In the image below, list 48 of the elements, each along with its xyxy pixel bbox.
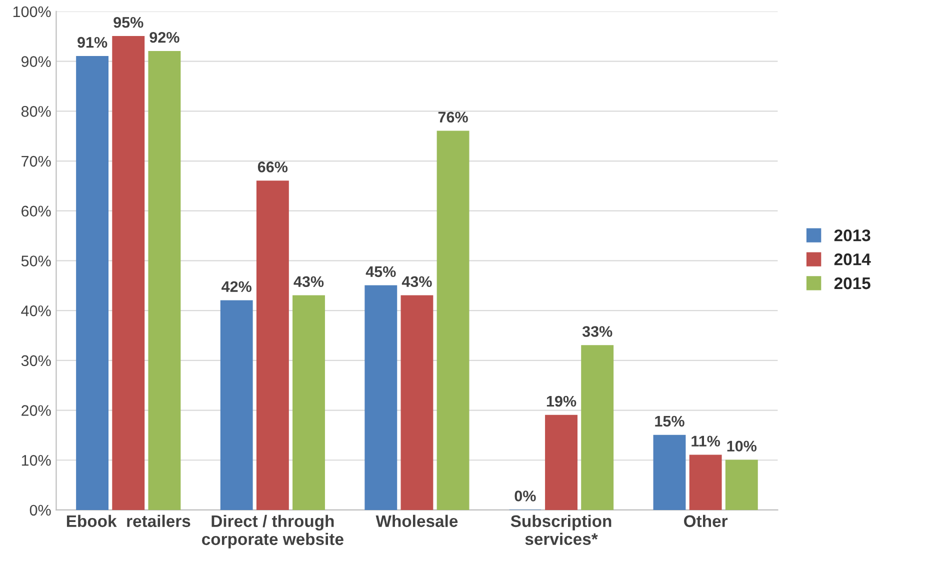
y-tick-label: 50%	[21, 256, 51, 266]
data-label: 0%	[514, 490, 536, 502]
bar	[148, 50, 181, 510]
y-tick-label: 90%	[22, 56, 51, 67]
bar	[220, 300, 253, 510]
y-tick-label: 0%	[30, 504, 51, 516]
x-tick-label: Other	[684, 514, 728, 528]
data-label: 43%	[294, 276, 324, 288]
data-label: 19%	[546, 396, 576, 407]
bar	[725, 460, 758, 510]
data-label: 42%	[222, 281, 252, 292]
y-tick-label: 30%	[21, 355, 51, 366]
data-label: 11%	[692, 436, 720, 447]
bar	[76, 56, 109, 510]
x-tick-label: Direct / through corporate website	[202, 514, 344, 548]
bar	[436, 130, 470, 510]
bar	[364, 285, 398, 510]
y-tick-label: 20%	[22, 405, 51, 416]
data-label: 91%	[78, 36, 108, 48]
y-tick-label: 40%	[21, 305, 51, 316]
data-label: 33%	[582, 326, 612, 337]
data-label: 66%	[258, 162, 288, 172]
legend-label: 2014	[834, 253, 871, 266]
bar	[689, 454, 722, 510]
x-tick-label: Ebook retailers	[66, 514, 190, 528]
data-label: 45%	[366, 266, 396, 278]
bar	[112, 36, 145, 510]
x-tick-label: Wholesale	[376, 514, 458, 528]
data-label: 10%	[727, 440, 757, 452]
bar	[400, 295, 434, 510]
data-label: 92%	[150, 32, 180, 43]
legend-label: 2013	[834, 229, 870, 242]
y-tick-label: 70%	[22, 156, 51, 167]
x-tick-label: Subscription services*	[510, 514, 612, 546]
bar	[581, 345, 614, 510]
data-label: 15%	[655, 416, 684, 427]
bar	[256, 180, 289, 510]
data-label: 76%	[438, 112, 468, 123]
y-tick-label: 100%	[13, 6, 51, 18]
y-tick-label: 80%	[21, 106, 51, 117]
data-label: 43%	[402, 276, 432, 288]
legend-label: 2015	[834, 277, 870, 290]
bar	[292, 295, 325, 510]
y-tick-label: 10%	[22, 454, 51, 466]
y-tick-label: 60%	[22, 206, 51, 217]
bar	[545, 414, 578, 510]
bar	[653, 434, 686, 510]
data-label: 95%	[114, 16, 144, 28]
